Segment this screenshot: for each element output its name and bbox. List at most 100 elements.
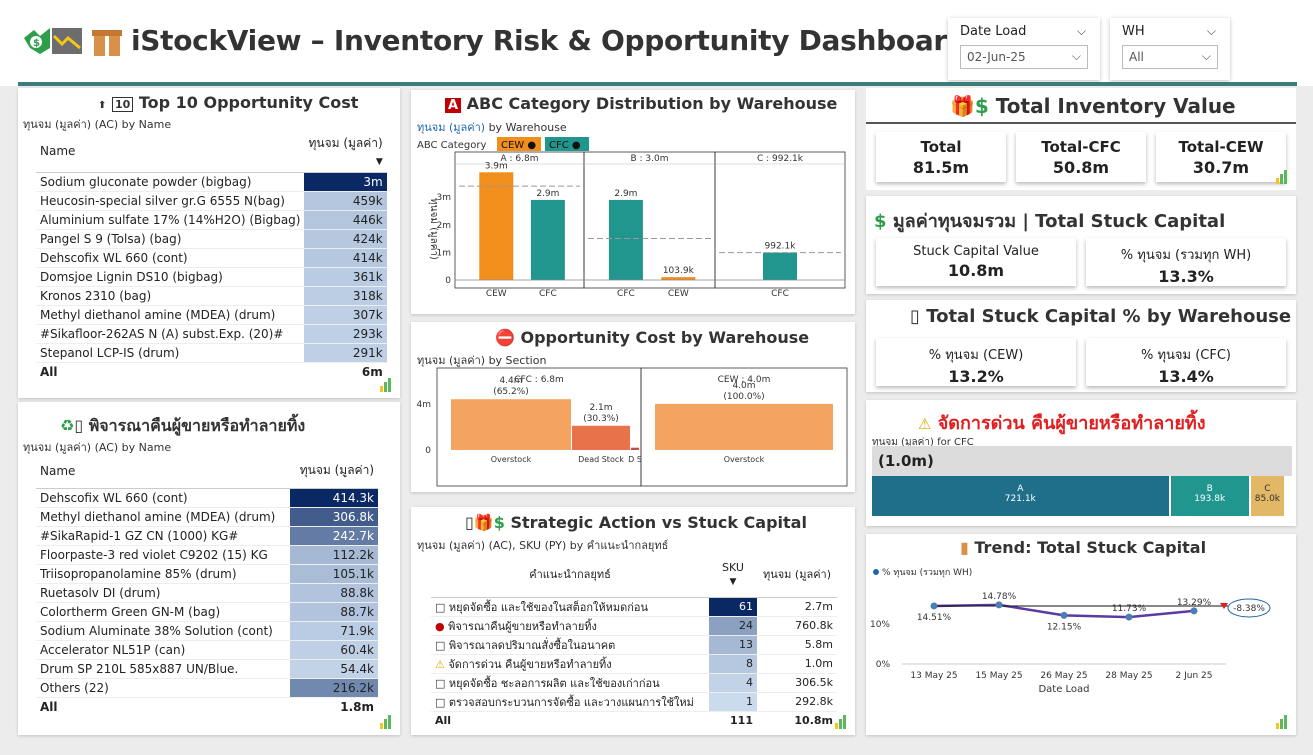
table-row[interactable]: Methyl diethanol amine (MDEA) (drum) 307k [36,305,387,325]
treemap-segment[interactable]: C 85.0k [1250,476,1284,516]
urgent-total-bar: (1.0m) [872,446,1292,476]
money-bag-icon: $ [874,211,887,232]
table-row[interactable]: Dehscofix WL 660 (cont) 414k [36,248,387,268]
stuck-pct-panel: ▯ Total Stuck Capital % by Warehouse % ท… [866,300,1296,392]
table-row[interactable]: Dehscofix WL 660 (cont) 414.3k [36,488,378,508]
row-action: □ ตรวจสอบกระบวนการจัดซื้อ และวางแผนการใช… [431,692,709,712]
stuck-title-wrap: $ มูลค่าทุนจมรวม | Total Stuck Capital [874,206,1225,235]
total-label: All [36,696,290,716]
table-row[interactable]: #SikaRapid-1 GZ CN (1000) KG# 242.7k [36,526,378,546]
date-load-select[interactable]: 02-Jun-25 ⌵ [960,45,1088,69]
table-row[interactable]: ● พิจารณาคืนผู้ขายหรือทำลายทิ้ง 24 760.8k [431,616,837,636]
bar [451,399,571,450]
table-row[interactable]: Ruetasolv DI (drum) 88.8k [36,583,378,603]
table-row[interactable]: Stepanol LCP-IS (drum) 291k [36,343,387,363]
row-name: Dehscofix WL 660 (cont) [36,488,290,508]
table-row[interactable]: Colortherm Green GN-M (bag) 88.7k [36,602,378,622]
chart-type-icon [380,715,394,729]
top10-title: Top 10 Opportunity Cost [138,93,359,112]
kpi-total: Total 81.5m [876,132,1006,182]
row-action: □ หยุดจัดซื้อ และใช้ของในสต็อกให้หมดก่อน [431,597,709,617]
chevron-down-icon[interactable]: ⌵ [1076,24,1086,38]
table-row[interactable]: ⚠ จัดการด่วน คืนผู้ขายหรือทำลายทิ้ง 8 1.0m [431,654,837,674]
wh-select[interactable]: All ⌵ [1122,45,1218,69]
table-row[interactable]: □ หยุดจัดซื้อ ชะลอการผลิต และใช้ของเก่าก… [431,673,837,693]
bar [530,199,565,280]
row-sku: 13 [709,635,757,655]
urgent-total: (1.0m) [878,452,934,470]
date-load-slicer[interactable]: Date Load ⌵ 02-Jun-25 ⌵ [948,18,1100,80]
col-value-header[interactable]: ทุนจม (มูลค่า) ▼ [304,130,387,173]
row-value: 291k [304,343,387,363]
table-row[interactable]: Others (22) 216.2k [36,678,378,698]
consider-table: Name ทุนจม (มูลค่า) Dehscofix WL 660 (co… [36,454,378,716]
data-pct-label: (100.0%) [723,392,764,402]
chevron-down-icon: ⌵ [1071,49,1081,63]
data-point [1060,611,1068,619]
oppcost-title: Opportunity Cost by Warehouse [520,328,810,347]
table-row[interactable]: #Sikafloor-262AS N (A) subst.Exp. (20)# 2… [36,324,387,344]
sort-desc-icon: ▼ [375,157,383,168]
table-row[interactable]: Triisopropanolamine 85% (drum) 105.1k [36,564,378,584]
table-row[interactable]: □ ตรวจสอบกระบวนการจัดซื้อ และวางแผนการใช… [431,692,837,712]
table-row[interactable]: Drum SP 210L 585x887 UN/Blue. 54.4k [36,659,378,679]
top10-subtitle: ทุนจม (มูลค่า) (AC) by Name [23,118,172,131]
facet-frame [714,151,846,289]
table-row[interactable]: Sodium gluconate powder (bigbag) 3m [36,172,387,192]
row-name: Domsjoe Lignin DS10 (bigbag) [36,267,305,287]
col-sku-label: SKU [722,560,744,574]
row-value: 71.9k [290,621,378,641]
table-row[interactable]: □ พิจารณาลดปริมาณสั่งซื้อในอนาคต 13 5.8m [431,635,837,655]
row-value: 459k [304,191,387,211]
bar [763,252,797,280]
table-row[interactable]: Aluminium sulfate 17% (14%H2O) (Bigbag) 4… [36,210,387,230]
legend-swatch [545,137,589,151]
facet-title: B : 3.0m [630,154,668,164]
letter-a-icon: A [445,98,462,113]
sort-desc-icon: ▼ [729,576,737,587]
trend-panel: ▮ Trend: Total Stuck Capital % ทุนจม (รว… [866,534,1296,735]
row-value: 760.8k [757,616,837,636]
table-row[interactable]: Heucosin-special silver gr.G 6555 N(bag)… [36,191,387,211]
treemap-segment[interactable]: B 193.8k [1170,476,1249,516]
table-row[interactable]: Pangel S 9 (Tolsa) (bag) 424k [36,229,387,249]
wh-value: All [1129,50,1144,64]
y-tick-label: 3m [437,193,452,203]
table-row[interactable]: □ หยุดจัดซื้อ และใช้ของในสต็อกให้หมดก่อน… [431,597,837,617]
table-row[interactable]: Kronos 2310 (bag) 318k [36,286,387,306]
col-sku-header[interactable]: SKU ▼ [709,551,757,598]
wh-slicer[interactable]: WH ⌵ All ⌵ [1110,18,1230,80]
row-name: Accelerator NL51P (can) [36,640,290,660]
data-label: 4.0m [732,381,755,391]
facet-title: C : 992.1k [757,154,804,164]
table-row[interactable]: Methyl diethanol amine (MDEA) (drum) 306.… [36,507,378,527]
chevron-down-icon[interactable]: ⌵ [1206,24,1216,38]
data-label: 3.9m [485,161,508,171]
bar [655,403,833,450]
total-row: All 6m [36,361,387,381]
col-value-header[interactable]: ทุนจม (มูลค่า) [290,454,378,489]
table-row[interactable]: Sodium Aluminate 38% Solution (cont) 71.9… [36,621,378,641]
bar [479,172,514,280]
table-row[interactable]: Floorpaste-3 red violet C9202 (15) KG 112… [36,545,378,565]
kpi-value: 13.3% [1158,267,1214,286]
stuck-pct-title-wrap: ▯ Total Stuck Capital % by Warehouse [910,306,1291,327]
consider-panel: ♻▯ พิจารณาคืนผู้ขายหรือทำลายทิ้ง ทุนจม (… [18,402,400,735]
total-value: 6m [304,361,387,381]
col-action-header[interactable]: คำแนะนำกลยุทธ์ [431,551,709,598]
table-row[interactable]: Domsjoe Lignin DS10 (bigbag) 361k [36,267,387,287]
row-name: Triisopropanolamine 85% (drum) [36,564,290,584]
x-tick-label: CFC [771,289,789,299]
segment-value: 721.1k [1004,494,1036,504]
data-point [1190,607,1198,615]
data-point [1125,613,1133,621]
data-pct-label: (65.2%) [493,387,529,397]
col-name-header[interactable]: Name [36,454,290,489]
money-bag-icon: $ [493,513,505,532]
col-name-header[interactable]: Name [36,130,305,173]
treemap-segment[interactable]: A 721.1k [872,476,1169,516]
col-value-header[interactable]: ทุนจม (มูลค่า) [757,551,837,598]
gift-icon: 🎁 [950,94,975,118]
kpi-label: Stuck Capital Value [913,244,1039,259]
table-row[interactable]: Accelerator NL51P (can) 60.4k [36,640,378,660]
